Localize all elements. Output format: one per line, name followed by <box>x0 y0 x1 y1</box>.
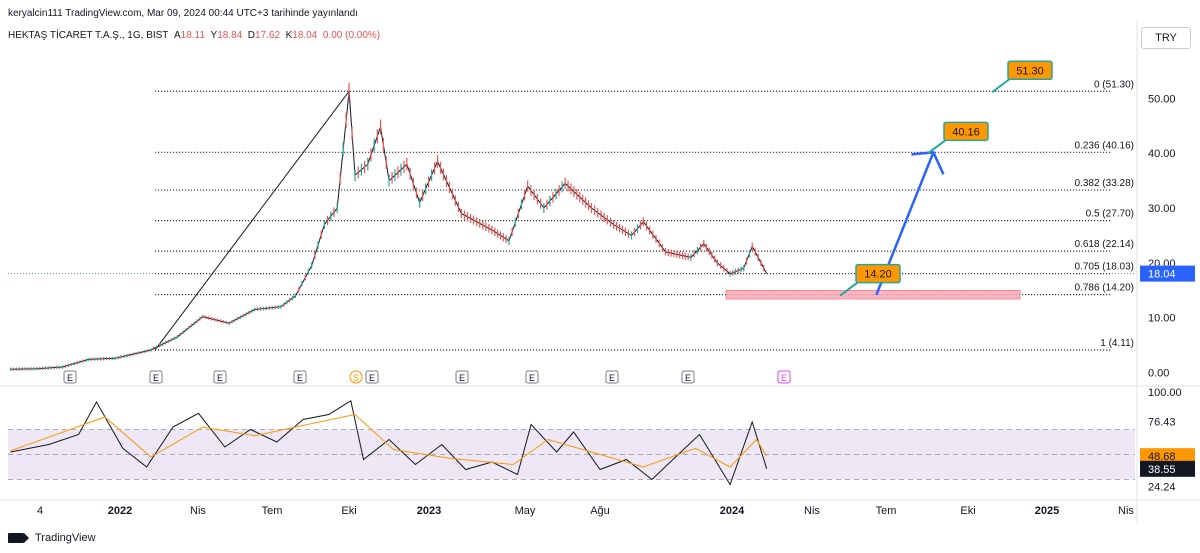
earnings-event-box <box>213 370 227 384</box>
time-axis-tick: Ağu <box>590 505 610 517</box>
time-axis-tick: May <box>515 505 536 517</box>
time-axis-tick: Eki <box>960 505 975 517</box>
rsi-ma-series <box>10 413 768 468</box>
price-axis-tick: 10.00 <box>1148 313 1176 325</box>
event-marker-letter: E <box>459 373 465 383</box>
event-marker-letter: E <box>67 373 73 383</box>
earnings-event-box <box>293 370 307 384</box>
callout-box <box>943 121 989 142</box>
event-marker-letter: E <box>609 373 615 383</box>
earnings-event-box <box>455 370 469 384</box>
fib-trend-line <box>154 90 350 351</box>
earnings-event-icon: E <box>455 370 469 384</box>
currency-selector[interactable]: TRY <box>1141 27 1191 49</box>
earnings-event-icon: E <box>525 370 539 384</box>
earnings-event-box <box>149 370 163 384</box>
earnings-event-icon: E <box>605 370 619 384</box>
rsi-series <box>10 400 768 486</box>
fib-level-label: 1 (4.11) <box>1100 338 1134 349</box>
close-label: K <box>285 30 293 41</box>
earnings-event-box <box>365 370 379 384</box>
low-label: D <box>247 30 256 41</box>
current-price-label: 18.04 <box>1148 269 1176 281</box>
split-event-icon: S <box>349 370 363 384</box>
fib-level-label: 0 (51.30) <box>1094 79 1134 90</box>
tradingview-footer: TradingView <box>8 532 96 544</box>
price-axis-tick: 40.00 <box>1148 148 1176 160</box>
time-axis-tick: Tem <box>262 505 283 517</box>
change-value: 0.00 (0.00%) <box>322 30 381 41</box>
time-axis-tick: Eki <box>341 505 356 517</box>
time-axis-tick: 4 <box>37 505 43 517</box>
rsi-axis-tick: 24.24 <box>1148 482 1176 494</box>
high-label: Y <box>210 30 218 41</box>
event-marker-letter: E <box>781 373 787 383</box>
rsi-axis-tick: 100.00 <box>1148 387 1182 399</box>
rsi-ma-label: 48.68 <box>1148 451 1176 463</box>
earnings-event-icon: E <box>149 370 163 384</box>
symbol-name: HEKTAŞ TİCARET T.A.Ş., 1G, BIST <box>8 30 169 41</box>
low-value: 17.62 <box>255 30 281 41</box>
time-axis-tick: 2024 <box>720 505 745 517</box>
earnings-event-box <box>681 370 695 384</box>
publish-info: keryalcin111 TradingView.com, Mar 09, 20… <box>8 8 358 19</box>
event-marker-letter: E <box>369 373 375 383</box>
event-marker-letter: E <box>153 373 159 383</box>
time-axis-tick: 2025 <box>1035 505 1059 517</box>
callout-box <box>855 263 901 284</box>
price-axis-tick: 50.00 <box>1148 93 1176 105</box>
earnings-event-icon: E <box>681 370 695 384</box>
open-value: 18.11 <box>180 30 205 41</box>
fib-level-label: 0.382 (33.28) <box>1075 178 1135 189</box>
earnings-event-box <box>525 370 539 384</box>
rsi-value-label: 38.55 <box>1148 464 1176 476</box>
support-zone <box>725 289 1021 300</box>
earnings-event-icon: E <box>63 370 77 384</box>
close-value: 18.04 <box>292 30 318 41</box>
earnings-event-box <box>605 370 619 384</box>
time-axis-tick: Nis <box>804 505 820 517</box>
open-label: A <box>173 30 181 41</box>
time-axis-tick: Tem <box>876 505 897 517</box>
event-marker-letter: E <box>529 373 535 383</box>
event-marker-letter: S <box>353 373 359 383</box>
price-series <box>10 91 768 370</box>
rsi-ma-badge <box>1140 448 1195 465</box>
rsi-axis-tick: 76.43 <box>1148 416 1176 428</box>
rsi-value-badge <box>1140 460 1195 477</box>
time-axis-tick: 2023 <box>417 505 441 517</box>
time-axis-tick: Nis <box>1118 505 1134 517</box>
earnings-event-icon: E <box>293 370 307 384</box>
tradingview-brand: TradingView <box>35 532 96 544</box>
tradingview-logo-icon <box>8 533 29 543</box>
callout-label: 40.16 <box>952 126 980 138</box>
projection-arrow-head <box>911 151 945 175</box>
time-axis-tick: Nis <box>190 505 206 517</box>
price-axis-tick: 30.00 <box>1148 203 1176 215</box>
symbol-legend: HEKTAŞ TİCARET T.A.Ş., 1G, BIST A18.11 Y… <box>8 30 380 41</box>
split-event-circle <box>349 370 363 384</box>
earnings-event-box <box>777 370 791 384</box>
fib-level-label: 0.618 (22.14) <box>1075 239 1135 250</box>
earnings-event-icon: E <box>777 370 791 384</box>
event-marker-letter: E <box>297 373 303 383</box>
fib-level-label: 0.705 (18.03) <box>1075 262 1135 273</box>
fib-level-label: 0.786 (14.20) <box>1075 283 1135 294</box>
earnings-event-icon: E <box>365 370 379 384</box>
earnings-event-box <box>63 370 77 384</box>
current-price-badge <box>1140 265 1195 282</box>
high-value: 18.84 <box>217 30 243 41</box>
fib-level-label: 0.5 (27.70) <box>1086 209 1134 220</box>
callout-box <box>1007 60 1053 81</box>
time-axis-tick: 2022 <box>108 505 132 517</box>
fib-level-label: 0.236 (40.16) <box>1075 140 1135 151</box>
price-axis-tick: 0.00 <box>1148 368 1169 380</box>
callout-label: 51.30 <box>1016 65 1044 77</box>
event-marker-letter: E <box>217 373 223 383</box>
callout-label: 14.20 <box>864 269 892 281</box>
earnings-event-icon: E <box>213 370 227 384</box>
event-marker-letter: E <box>685 373 691 383</box>
